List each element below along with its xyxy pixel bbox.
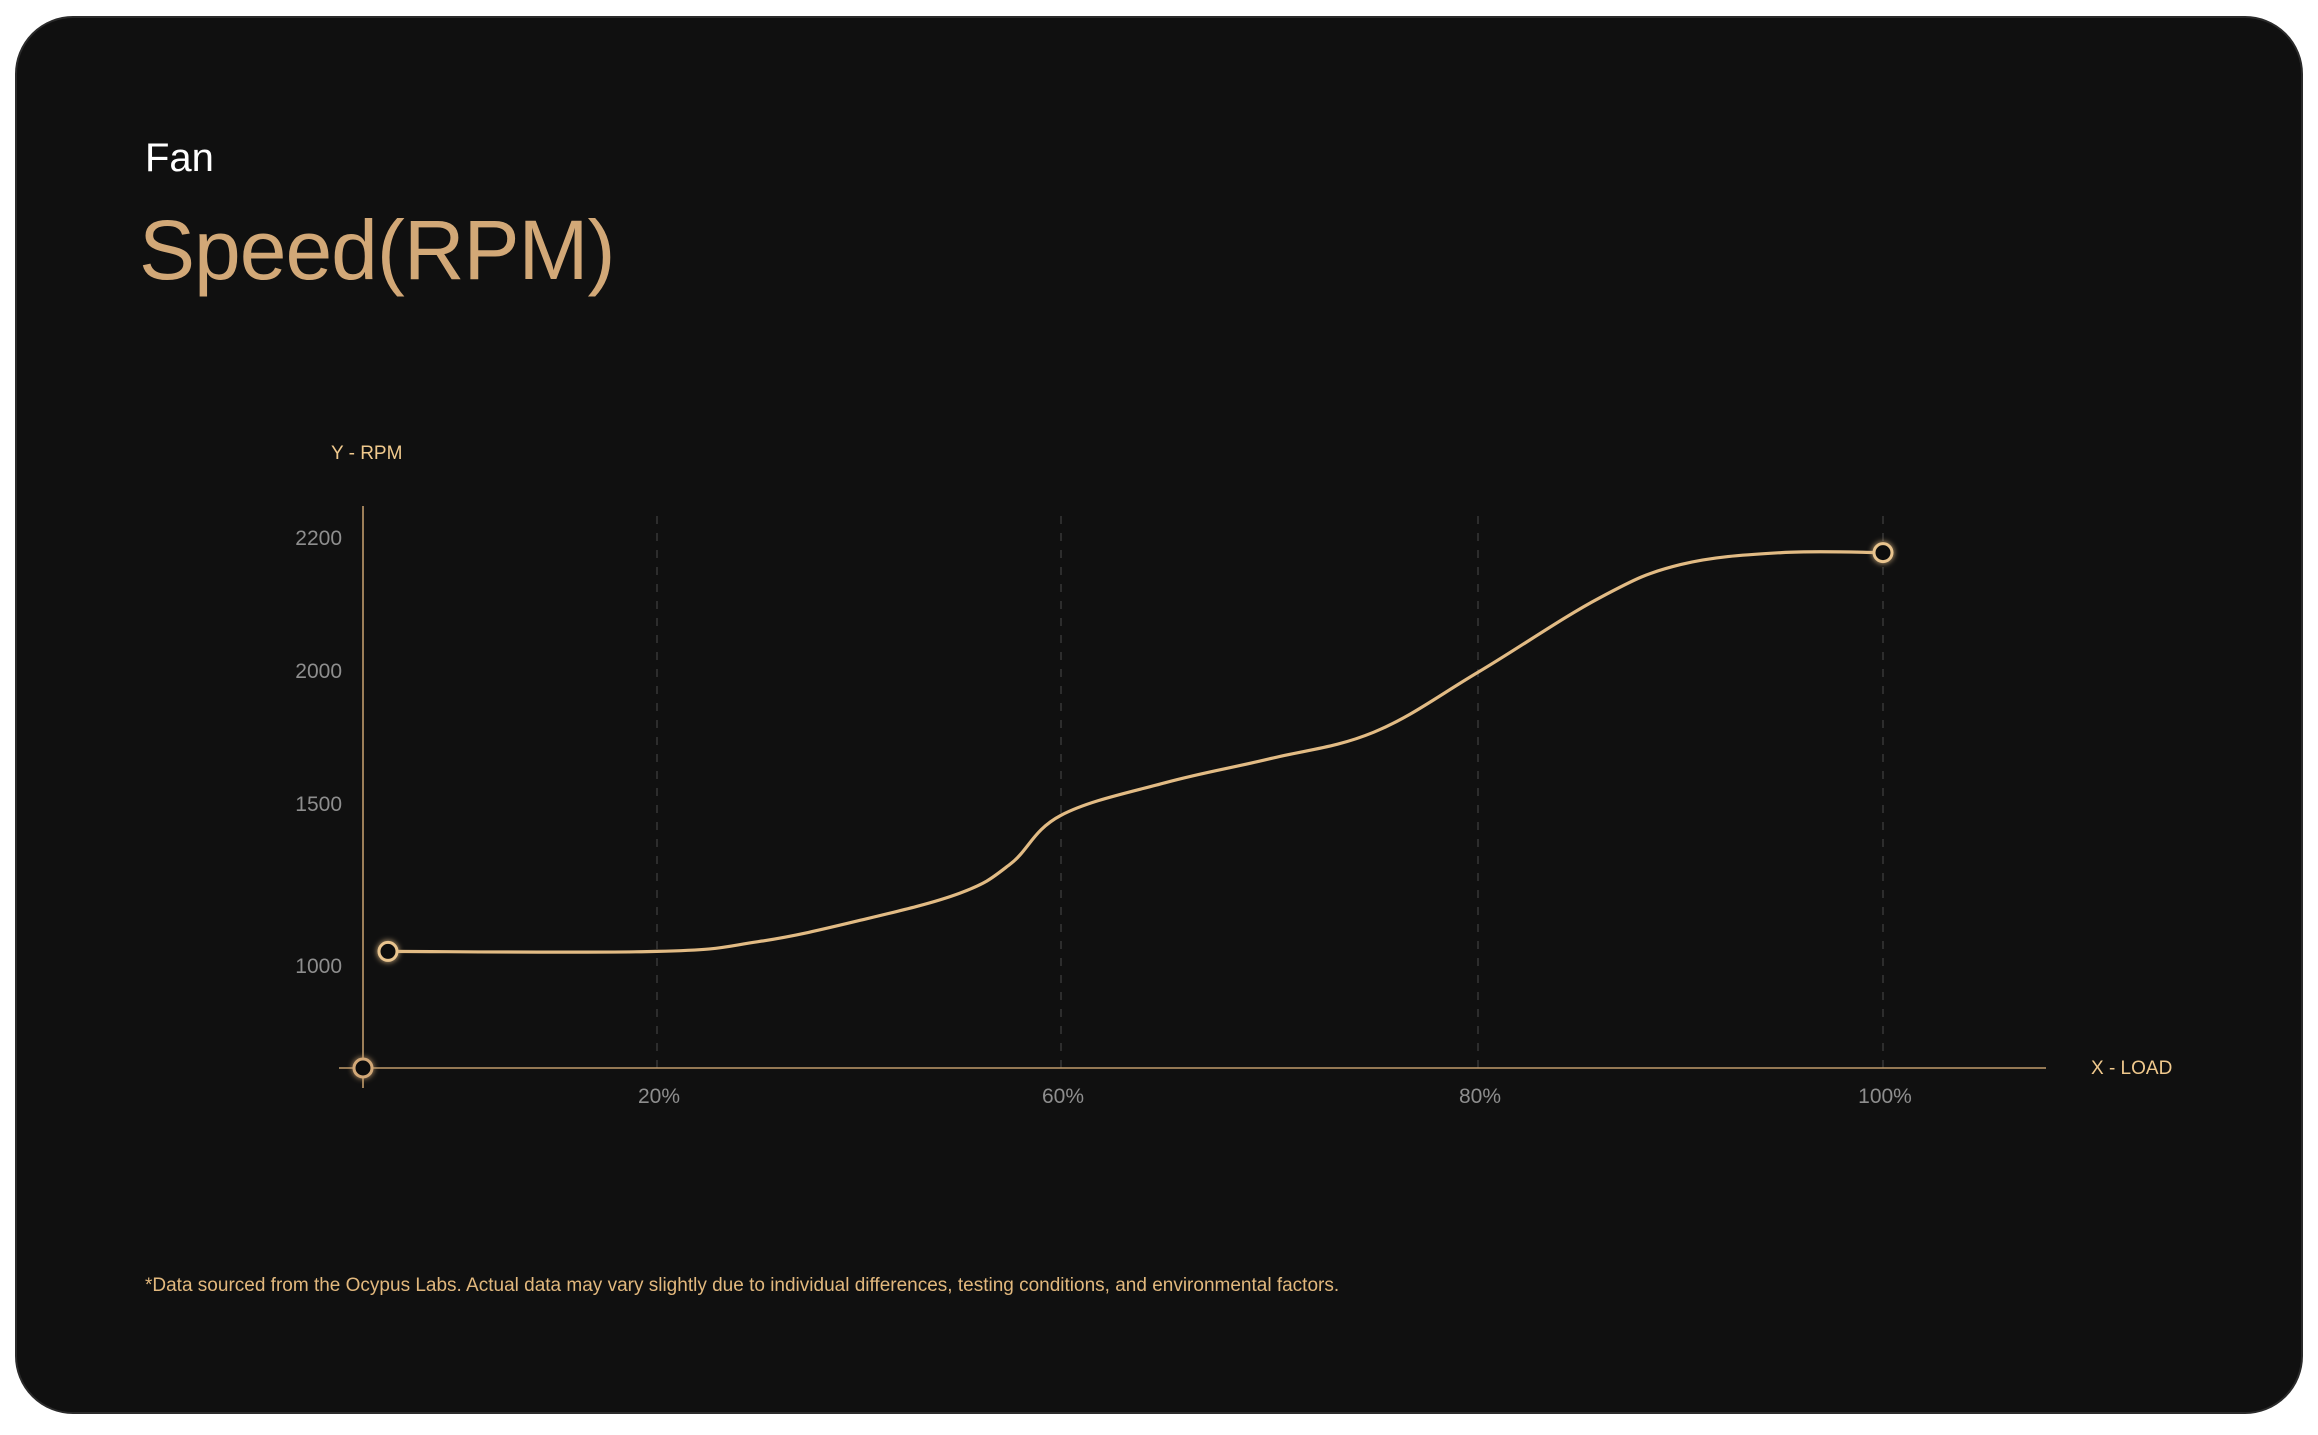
chart-axes xyxy=(339,506,2046,1088)
curve-start-point[interactable] xyxy=(377,940,399,962)
origin-point[interactable] xyxy=(352,1057,374,1079)
card-title: Speed(RPM) xyxy=(139,203,616,297)
curve-points xyxy=(377,542,1894,962)
x-tick-label: 20% xyxy=(638,1085,680,1108)
y-tick-labels: 1000 1500 2000 2200 xyxy=(295,527,342,978)
y-tick-label: 2000 xyxy=(295,660,342,683)
grid-lines xyxy=(656,516,1884,1068)
fan-curve-chart: Y - RPM X - LOAD 1000 1500 2000 2200 20% 60%… xyxy=(295,443,2172,1108)
curve-end-point[interactable] xyxy=(1872,542,1894,564)
series-line xyxy=(386,550,1885,954)
x-axis-title: X - LOAD xyxy=(2091,1058,2172,1079)
fan-speed-card: Fan Speed(RPM) Y - RPM X - LOAD 1000 1500… xyxy=(15,16,2303,1414)
data-source-footnote: *Data sourced from the Ocypus Labs. Actu… xyxy=(145,1275,1340,1296)
x-tick-label: 80% xyxy=(1459,1085,1501,1108)
y-tick-label: 1500 xyxy=(295,793,342,816)
x-tick-label: 100% xyxy=(1858,1085,1912,1108)
y-tick-label: 1000 xyxy=(295,955,342,978)
y-axis-title: Y - RPM xyxy=(331,443,402,464)
card-overline: Fan xyxy=(145,136,214,180)
y-tick-label: 2200 xyxy=(295,527,342,550)
x-tick-label: 60% xyxy=(1042,1085,1084,1108)
x-tick-labels: 20% 60% 80% 100% xyxy=(638,1085,1912,1108)
